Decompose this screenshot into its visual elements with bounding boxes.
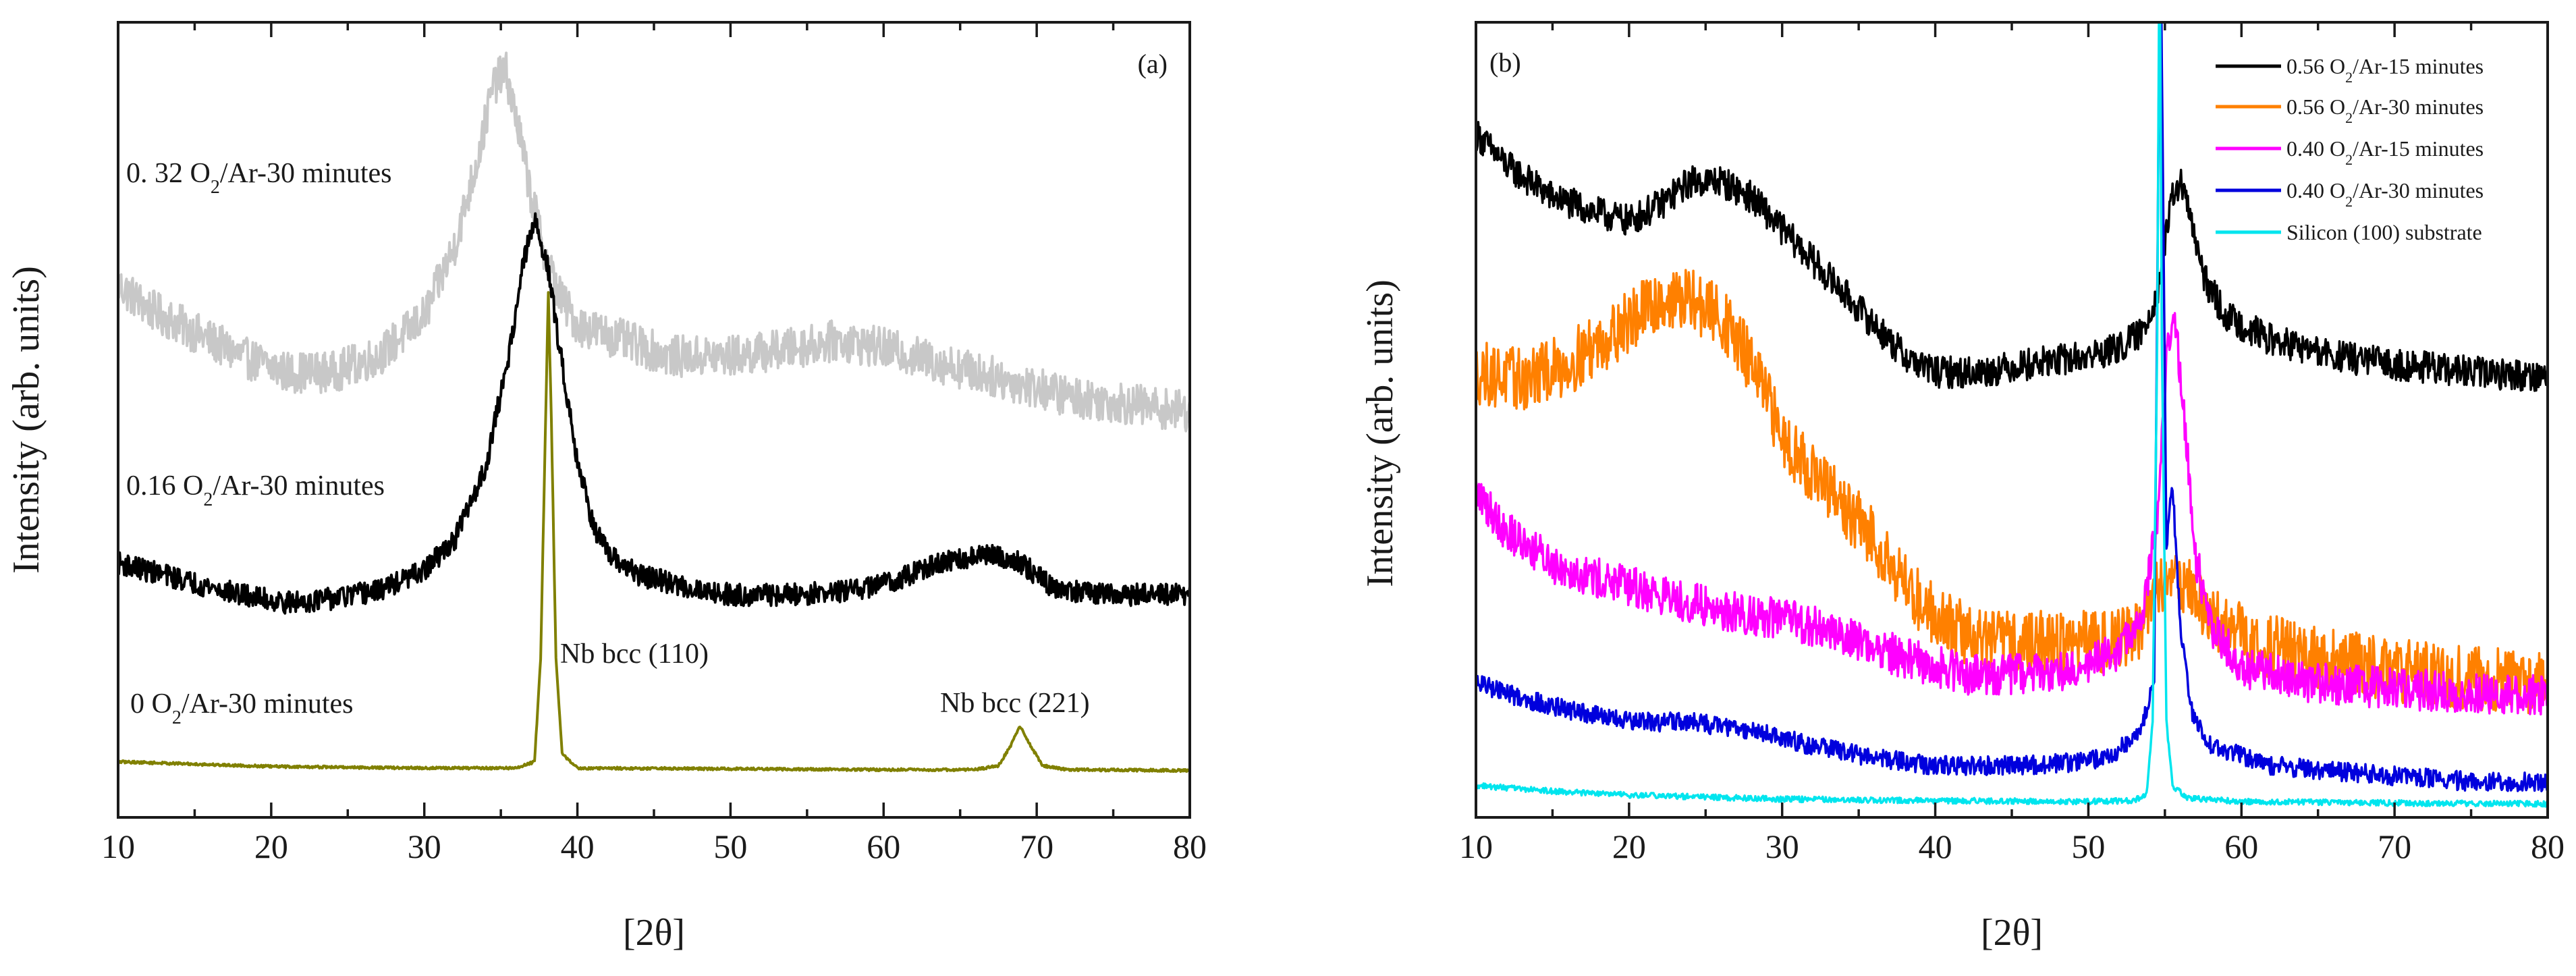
legend-label: 0.40 O2/Ar-30 minutes xyxy=(2286,178,2484,210)
series-line xyxy=(1476,22,2548,792)
x-axis-title-b: [2θ] xyxy=(1981,912,2043,954)
x-tick-label: 20 xyxy=(254,828,288,865)
x-tick-label: 50 xyxy=(713,828,747,865)
legend-item: 0.40 O2/Ar-15 minutes xyxy=(2216,136,2484,168)
legend: 0.56 O2/Ar-15 minutes 0.56 O2/Ar-30 minu… xyxy=(2216,54,2484,244)
legend-label: 0.56 O2/Ar-15 minutes xyxy=(2286,54,2484,86)
series-line xyxy=(1476,22,2548,808)
chart-panel-b: 10 20 30 40 50 60 70 80 (b) [2θ] Intensity (arb… xyxy=(1359,21,2565,954)
peak-annotation-nb-221: Nb bcc (221) xyxy=(940,688,1090,719)
chart-panel-a: 10 20 30 40 50 60 70 80 (a) [2θ] Intensity (arb… xyxy=(5,21,1207,954)
plot-area-a xyxy=(118,51,1190,774)
legend-item: 0.56 O2/Ar-15 minutes xyxy=(2216,54,2484,86)
legend-item: 0.56 O2/Ar-30 minutes xyxy=(2216,94,2484,126)
legend-label: 0.40 O2/Ar-15 minutes xyxy=(2286,136,2484,168)
x-axis-ticks-b: 10 20 30 40 50 60 70 80 xyxy=(1459,22,2565,865)
y-axis-title-a: Intensity (arb. units) xyxy=(5,266,47,574)
x-tick-label: 10 xyxy=(1459,828,1493,865)
x-tick-label: 40 xyxy=(1919,828,1952,865)
series-line xyxy=(1476,121,2548,392)
x-tick-label: 60 xyxy=(2224,828,2258,865)
series-line xyxy=(118,51,1190,433)
peak-annotation-nb-110: Nb bcc (110) xyxy=(560,639,709,670)
series-line xyxy=(118,212,1190,615)
x-tick-label: 50 xyxy=(2071,828,2105,865)
y-axis-title-b: Intensity (arb. units) xyxy=(1359,279,1401,587)
series-line xyxy=(118,291,1190,774)
x-tick-label: 70 xyxy=(1020,828,1053,865)
x-tick-label: 20 xyxy=(1612,828,1646,865)
x-tick-label: 80 xyxy=(1173,828,1207,865)
series-line xyxy=(1476,312,2548,715)
series-line xyxy=(1476,269,2548,715)
legend-item: Silicon (100) substrate xyxy=(2216,220,2482,244)
x-tick-label: 40 xyxy=(561,828,595,865)
x-tick-label: 30 xyxy=(408,828,441,865)
plot-area-b xyxy=(1476,22,2548,808)
x-tick-label: 80 xyxy=(2531,828,2565,865)
x-tick-label: 70 xyxy=(2378,828,2411,865)
series-label-0: 0 O2/Ar-30 minutes xyxy=(130,688,353,728)
x-axis-ticks-a: 10 20 30 40 50 60 70 80 xyxy=(101,22,1207,865)
legend-item: 0.40 O2/Ar-30 minutes xyxy=(2216,178,2484,210)
series-label-0.32: 0. 32 O2/Ar-30 minutes xyxy=(126,158,391,198)
series-label-0.16: 0.16 O2/Ar-30 minutes xyxy=(126,470,385,510)
panel-label-a: (a) xyxy=(1138,49,1168,79)
x-tick-label: 10 xyxy=(101,828,135,865)
panel-label-b: (b) xyxy=(1489,47,1521,78)
legend-label: Silicon (100) substrate xyxy=(2286,220,2482,244)
x-tick-label: 60 xyxy=(867,828,900,865)
legend-label: 0.56 O2/Ar-30 minutes xyxy=(2286,94,2484,126)
x-tick-label: 30 xyxy=(1765,828,1799,865)
x-axis-title-a: [2θ] xyxy=(623,912,685,954)
